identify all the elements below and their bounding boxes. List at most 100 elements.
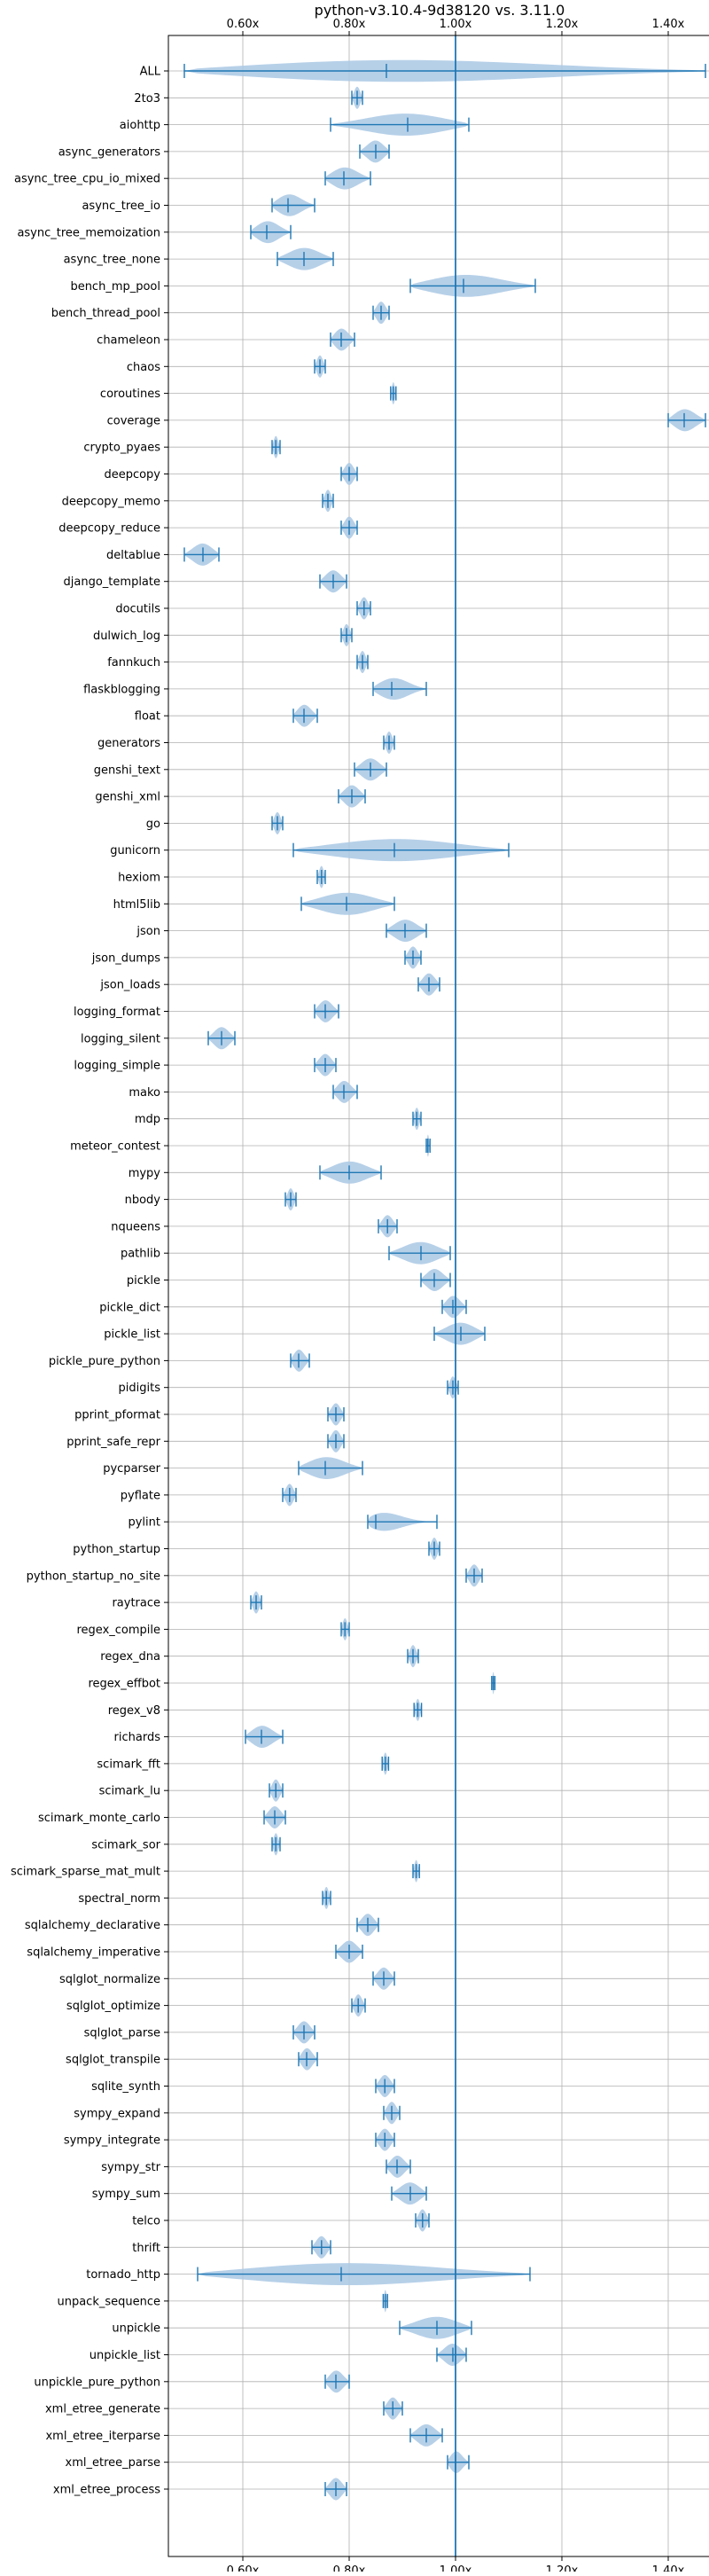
- y-tick-label: scimark_sparse_mat_mult: [11, 1866, 160, 1879]
- y-tick-label: django_template: [64, 575, 160, 589]
- y-tick-label: regex_v8: [108, 1704, 160, 1718]
- y-tick-label: sqlalchemy_declarative: [25, 1919, 160, 1932]
- y-tick-label: scimark_fft: [97, 1758, 160, 1771]
- y-tick-label: bench_mp_pool: [70, 280, 160, 294]
- y-tick-label: crypto_pyaes: [83, 442, 160, 455]
- y-tick-label: hexiom: [118, 872, 160, 885]
- y-tick-label: sqlglot_parse: [84, 2026, 160, 2040]
- y-tick-label: unpack_sequence: [57, 2295, 160, 2308]
- y-tick-label: aiohttp: [120, 119, 160, 132]
- y-tick-label: nbody: [125, 1194, 161, 1207]
- y-tick-label: mdp: [135, 1113, 160, 1126]
- y-tick-label: sympy_expand: [74, 2107, 160, 2120]
- y-tick-label: pickle_dict: [99, 1301, 160, 1314]
- y-tick-label: pyflate: [121, 1489, 160, 1502]
- y-tick-label: sympy_integrate: [64, 2134, 160, 2148]
- y-tick-label: tornado_http: [86, 2268, 160, 2282]
- y-tick-label: python_startup: [73, 1543, 160, 1556]
- y-tick-label: nqueens: [111, 1220, 160, 1233]
- y-tick-label: json: [136, 925, 160, 938]
- y-tick-label: coroutines: [100, 388, 160, 401]
- y-tick-label: generators: [97, 737, 160, 750]
- y-tick-label: richards: [114, 1731, 161, 1744]
- y-tick-label: 2to3: [134, 92, 160, 106]
- y-tick-label: xml_etree_process: [53, 2484, 160, 2497]
- y-tick-label: float: [135, 710, 160, 724]
- y-tick-label: async_generators: [58, 145, 161, 159]
- y-tick-label: pickle_list: [104, 1328, 160, 1342]
- y-tick-label: pidigits: [119, 1382, 161, 1395]
- y-tick-label: regex_dna: [100, 1650, 160, 1664]
- y-tick-label: sympy_str: [101, 2161, 160, 2174]
- chart-title: python-v3.10.4-9d38120 vs. 3.11.0: [315, 2, 565, 19]
- y-tick-label: xml_etree_iterparse: [45, 2430, 160, 2443]
- y-tick-label: pprint_pformat: [74, 1409, 160, 1422]
- y-tick-label: telco: [132, 2215, 160, 2228]
- y-tick-label: docutils: [115, 603, 160, 616]
- y-tick-label: unpickle: [112, 2322, 160, 2336]
- y-tick-label: coverage: [107, 414, 160, 427]
- x-tick-label-bottom: 0.60x: [227, 2564, 260, 2572]
- y-tick-label: pycparser: [103, 1462, 160, 1476]
- y-tick-label: fannkuch: [107, 656, 160, 669]
- y-tick-label: unpickle_list: [90, 2349, 160, 2362]
- plot-frame: [168, 35, 709, 2557]
- y-tick-label: raytrace: [112, 1597, 160, 1610]
- x-tick-label-top: 1.40x: [652, 18, 685, 31]
- y-tick-label: flaskblogging: [83, 683, 160, 696]
- y-tick-label: pathlib: [121, 1248, 160, 1261]
- y-tick-label: async_tree_none: [64, 254, 160, 267]
- y-tick-label: chameleon: [97, 334, 160, 348]
- violin-layer: [183, 59, 706, 2501]
- x-tick-label-bottom: 1.20x: [546, 2564, 579, 2572]
- y-tick-label: bench_thread_pool: [51, 307, 160, 320]
- x-tick-label-top: 0.60x: [227, 18, 260, 31]
- y-tick-label: sqlite_synth: [91, 2080, 160, 2094]
- y-tick-label: scimark_monte_carlo: [38, 1812, 160, 1825]
- y-tick-label: mypy: [129, 1167, 161, 1180]
- y-tick-label: xml_etree_generate: [45, 2403, 160, 2416]
- y-tick-label: go: [146, 818, 160, 831]
- x-tick-label-top: 1.00x: [440, 18, 472, 31]
- y-tick-label: logging_simple: [74, 1060, 160, 1073]
- y-tick-label: pickle_pure_python: [49, 1355, 160, 1368]
- x-tick-label-bottom: 1.40x: [652, 2564, 685, 2572]
- axis-layer: 0.60x 0.60x 0.80x 0.80x 1.00x 1.00x 1.20x 1.20x…: [11, 18, 685, 2576]
- x-tick-label-top: 0.80x: [333, 18, 366, 31]
- y-tick-label: pylint: [128, 1516, 160, 1530]
- y-tick-label: genshi_xml: [95, 791, 160, 804]
- y-tick-label: deepcopy_memo: [62, 495, 160, 508]
- y-tick-label: deepcopy_reduce: [58, 522, 160, 536]
- y-tick-label: thrift: [132, 2242, 160, 2255]
- y-tick-label: logging_silent: [81, 1032, 160, 1045]
- y-tick-label: async_tree_memoization: [17, 226, 160, 239]
- y-tick-label: python_startup_no_site: [27, 1570, 160, 1583]
- y-tick-label: ALL: [140, 66, 161, 79]
- y-tick-label: xml_etree_parse: [66, 2456, 160, 2470]
- y-tick-label: dulwich_log: [93, 630, 160, 643]
- y-tick-label: sqlglot_normalize: [59, 1973, 160, 1986]
- y-tick-label: meteor_contest: [70, 1140, 160, 1154]
- y-tick-label: deepcopy: [104, 468, 160, 482]
- y-tick-label: genshi_text: [94, 763, 160, 777]
- y-tick-label: deltablue: [106, 549, 160, 562]
- y-tick-label: html5lib: [113, 898, 160, 912]
- y-tick-label: json_loads: [99, 979, 160, 992]
- x-tick-label-top: 1.20x: [546, 18, 579, 31]
- y-tick-label: sympy_sum: [92, 2188, 160, 2201]
- y-tick-label: async_tree_cpu_io_mixed: [14, 173, 160, 186]
- y-tick-label: pprint_safe_repr: [66, 1436, 160, 1449]
- y-tick-label: mako: [129, 1086, 160, 1100]
- y-tick-label: regex_compile: [76, 1624, 160, 1637]
- y-tick-label: json_dumps: [91, 951, 160, 965]
- y-tick-label: regex_effbot: [88, 1678, 160, 1691]
- y-tick-label: sqlglot_optimize: [66, 2000, 160, 2013]
- y-tick-label: sqlalchemy_imperative: [27, 1946, 160, 1960]
- y-tick-label: spectral_norm: [78, 1892, 160, 1906]
- y-tick-label: pickle: [127, 1274, 160, 1288]
- y-tick-label: scimark_sor: [91, 1838, 160, 1852]
- y-tick-label: scimark_lu: [99, 1785, 160, 1798]
